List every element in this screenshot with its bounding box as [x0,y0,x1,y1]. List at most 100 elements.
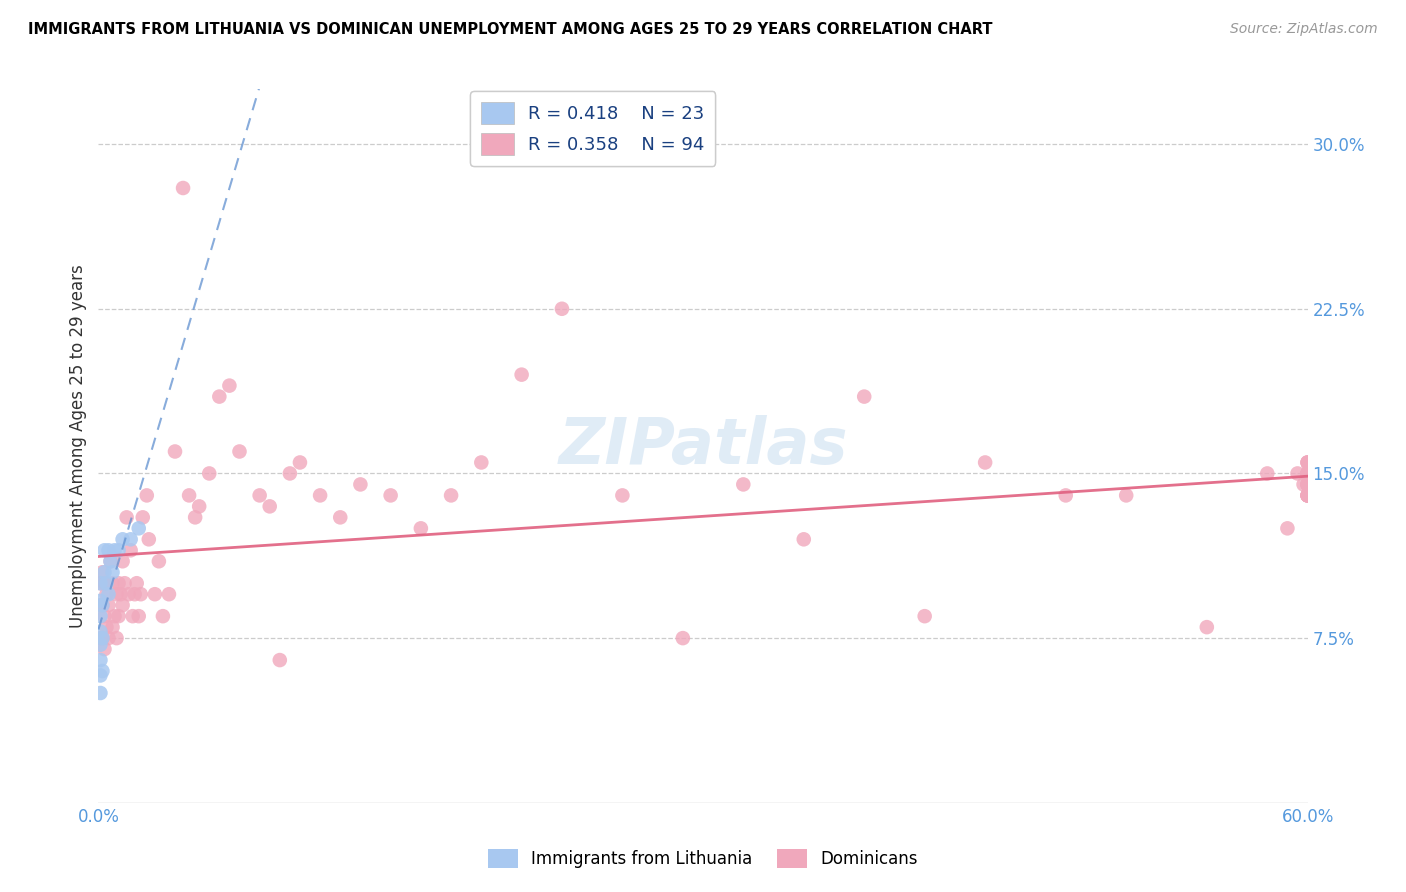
Point [1296,477,1319,491]
Point [128,609,150,624]
Point [97,598,120,612]
Point [93,642,115,657]
Point [89,668,111,682]
Point [107,609,129,624]
Point [114,576,136,591]
Point [380,488,402,502]
Point [288,455,311,469]
Point [1296,477,1319,491]
Point [91,598,114,612]
Point [89,686,111,700]
Point [1286,467,1309,481]
Point [100,554,122,568]
Point [93,576,115,591]
Point [228,444,250,458]
Point [551,301,574,316]
Point [105,631,128,645]
Point [91,664,114,678]
Point [91,631,114,645]
Point [89,594,111,608]
Point [1296,467,1319,481]
Point [329,510,352,524]
Point [157,587,180,601]
Point [1296,488,1319,502]
Point [118,587,141,601]
Point [97,631,120,645]
Point [107,543,129,558]
Point [125,576,148,591]
Point [1195,620,1218,634]
Point [259,500,281,514]
Point [128,521,150,535]
Point [188,500,211,514]
Point [612,488,634,502]
Y-axis label: Unemployment Among Ages 25 to 29 years: Unemployment Among Ages 25 to 29 years [69,264,87,628]
Point [135,488,157,502]
Point [103,543,125,558]
Legend: Immigrants from Lithuania, Dominicans: Immigrants from Lithuania, Dominicans [481,842,925,875]
Point [510,368,533,382]
Point [96,620,118,634]
Point [89,653,111,667]
Point [111,533,134,547]
Point [93,543,115,558]
Point [198,467,221,481]
Point [470,455,492,469]
Point [309,488,332,502]
Point [103,609,125,624]
Point [1296,455,1319,469]
Point [1296,488,1319,502]
Point [218,378,240,392]
Point [96,576,118,591]
Point [89,598,111,612]
Point [101,576,124,591]
Point [172,181,194,195]
Point [100,554,122,568]
Point [1277,521,1299,535]
Point [97,587,120,601]
Point [1296,467,1319,481]
Point [349,477,371,491]
Point [1296,488,1319,502]
Point [974,455,997,469]
Point [914,609,936,624]
Point [111,598,134,612]
Point [89,631,111,645]
Point [97,543,120,558]
Point [733,477,755,491]
Point [89,638,111,652]
Point [96,587,118,601]
Point [105,587,128,601]
Point [91,566,114,580]
Text: ZIPatlas: ZIPatlas [558,415,848,477]
Point [120,533,142,547]
Point [672,631,695,645]
Point [1296,467,1319,481]
Point [1296,488,1319,502]
Point [184,510,207,524]
Point [143,587,166,601]
Point [89,576,111,591]
Point [793,533,815,547]
Point [110,587,132,601]
Point [853,390,876,404]
Point [1296,477,1319,491]
Point [93,609,115,624]
Point [409,521,432,535]
Point [208,390,231,404]
Point [1296,467,1319,481]
Point [163,444,186,458]
Text: Source: ZipAtlas.com: Source: ZipAtlas.com [1230,22,1378,37]
Point [1296,477,1319,491]
Point [132,510,155,524]
Point [440,488,463,502]
Point [107,576,129,591]
Point [91,631,114,645]
Point [1256,467,1278,481]
Point [152,609,174,624]
Point [179,488,201,502]
Point [249,488,271,502]
Point [120,543,142,558]
Point [1296,455,1319,469]
Point [269,653,291,667]
